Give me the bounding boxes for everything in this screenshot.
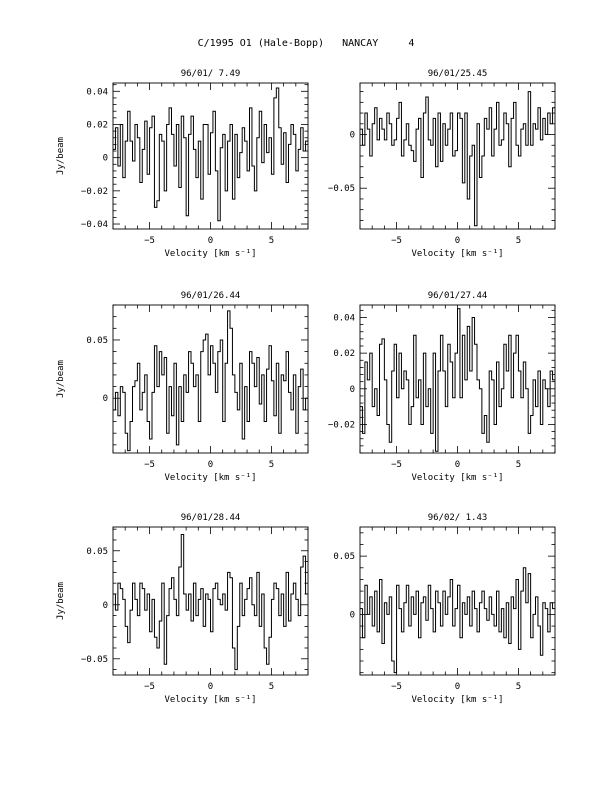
y-tick-label: −0.05 [328, 184, 355, 194]
y-axis-label: Jy/beam [56, 137, 66, 175]
y-tick-label: 0 [350, 385, 355, 395]
panel-4: 96/01/27.44 −5 0 5 −0.02 0 0.02 0.04 Velocity [k… [328, 291, 556, 483]
panel-1: 96/01/ 7.49 −5 0 5 −0.04 −0.02 0 0.02 0.04 Veloci… [56, 69, 309, 259]
x-tick-label: 0 [455, 682, 460, 692]
x-tick-label: −5 [391, 682, 402, 692]
panel-5: 96/01/28.44 −5 0 5 −0.05 0 0.05 Velocity [km s⁻… [56, 513, 309, 705]
y-axis-label: Jy/beam [56, 582, 66, 620]
spectrum-series [360, 567, 555, 674]
x-axis-label: Velocity [km s⁻¹] [411, 249, 503, 259]
x-tick-label: −5 [144, 682, 155, 692]
y-tick-label: 0.05 [86, 547, 108, 557]
y-tick-label: −0.02 [81, 187, 108, 197]
panel-title: 96/01/ 7.49 [181, 69, 241, 79]
x-axis-label: Velocity [km s⁻¹] [164, 473, 256, 483]
x-tick-label: −5 [144, 460, 155, 470]
y-tick-label: 0 [350, 610, 355, 620]
x-tick-label: 5 [516, 682, 521, 692]
panel-title: 96/01/27.44 [428, 291, 488, 301]
x-tick-label: 0 [208, 460, 213, 470]
spectrum-series [360, 308, 555, 452]
y-tick-label: 0.05 [86, 336, 108, 346]
y-tick-label: 0.04 [86, 87, 108, 97]
x-tick-label: −5 [391, 460, 402, 470]
y-tick-label: 0.05 [333, 552, 355, 562]
x-tick-label: 5 [269, 460, 274, 470]
spectrum-series [113, 534, 308, 671]
x-tick-label: −5 [391, 236, 402, 246]
x-tick-label: 0 [208, 236, 213, 246]
x-tick-label: 5 [516, 460, 521, 470]
x-tick-label: 5 [269, 236, 274, 246]
y-tick-label: 0 [103, 601, 108, 611]
spectrum-series [113, 87, 308, 222]
panel-2: 96/01/25.45 −5 0 5 −0.05 0 Velocity [km s⁻¹] [328, 69, 556, 259]
plot-frame [359, 82, 556, 230]
panel-title: 96/01/28.44 [181, 513, 241, 523]
x-axis-label: Velocity [km s⁻¹] [164, 695, 256, 705]
x-tick-label: 0 [455, 236, 460, 246]
x-tick-label: 5 [269, 682, 274, 692]
panel-6: 96/02/ 1.43 −5 0 5 0 0.05 Velocity [km s⁻¹] [333, 513, 556, 705]
x-tick-label: 0 [208, 682, 213, 692]
y-tick-label: 0.02 [86, 120, 108, 130]
x-tick-label: 0 [455, 460, 460, 470]
y-tick-label: 0 [103, 394, 108, 404]
x-tick-label: −5 [144, 236, 155, 246]
y-tick-label: −0.02 [328, 420, 355, 430]
panel-title: 96/01/25.45 [428, 69, 488, 79]
panel-3: 96/01/26.44 −5 0 5 0 0.05 Velocity [km s⁻¹] Jy/… [56, 291, 309, 483]
y-tick-label: 0.02 [333, 349, 355, 359]
page-title: C/1995 O1 (Hale-Bopp) NANCAY 4 [197, 38, 415, 49]
panel-title: 96/01/26.44 [181, 291, 241, 301]
y-tick-label: 0 [350, 131, 355, 141]
y-tick-label: 0 [103, 154, 108, 164]
x-axis-label: Velocity [km s⁻¹] [164, 249, 256, 259]
x-tick-label: 5 [516, 236, 521, 246]
spectrum-series [360, 91, 555, 227]
panel-title: 96/02/ 1.43 [428, 513, 488, 523]
spectrum-series [113, 310, 308, 452]
y-axis-label: Jy/beam [56, 360, 66, 398]
x-axis-label: Velocity [km s⁻¹] [411, 473, 503, 483]
y-tick-label: −0.05 [81, 655, 108, 665]
y-tick-label: 0.04 [333, 313, 355, 323]
x-axis-label: Velocity [km s⁻¹] [411, 695, 503, 705]
y-tick-label: −0.04 [81, 220, 108, 230]
